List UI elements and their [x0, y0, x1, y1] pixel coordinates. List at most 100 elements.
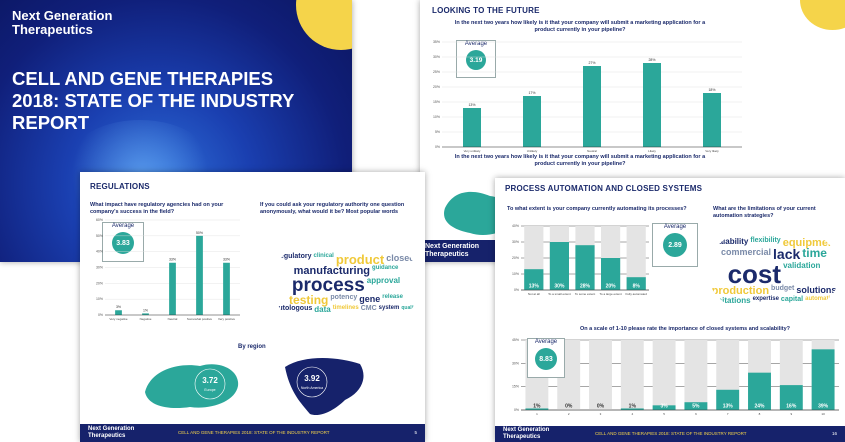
x-tick-label: Not at all: [528, 292, 540, 296]
value-label: 0%: [597, 403, 605, 409]
y-tick-label: 0%: [514, 288, 519, 292]
question: What are the limitations of your current…: [713, 206, 816, 219]
region-title: By region: [238, 344, 266, 350]
region-maps: 3.72 Europe 3.92 North America: [145, 358, 364, 416]
x-tick-label: To a small extent: [548, 292, 571, 296]
x-tick-label: To a large extent: [600, 292, 622, 296]
slide-title: REGULATIONS: [90, 182, 150, 191]
value-label: 13%: [723, 403, 734, 409]
cloud-word: manufacturing: [293, 265, 371, 278]
bar-background: [620, 340, 644, 410]
value-label: 28%: [580, 283, 591, 289]
bar: [748, 372, 771, 410]
average-value: 3.19: [466, 50, 486, 70]
value-label: 5%: [692, 403, 700, 409]
cloud-word: approval: [366, 275, 401, 285]
cloud-word: time: [802, 246, 827, 261]
value-label: 33%: [223, 258, 230, 262]
bar: [115, 310, 122, 315]
value-label: 24%: [754, 403, 765, 409]
bar: [703, 93, 721, 147]
cloud-word: scalability: [709, 236, 749, 246]
y-tick-label: 20%: [433, 85, 440, 89]
bar: [626, 277, 646, 290]
x-tick-label: To some extent: [575, 292, 596, 296]
cloud-word: release: [382, 293, 403, 300]
value-label: 28%: [648, 58, 655, 62]
y-tick-label: 5%: [435, 130, 440, 134]
average-value: 2.89: [663, 233, 687, 257]
value-label: 16%: [786, 403, 797, 409]
slide-title: LOOKING TO THE FUTURE: [432, 6, 540, 15]
cloud-word: gene: [359, 293, 381, 304]
y-tick-label: 25%: [433, 70, 440, 74]
word-cloud: regulatory clinical product closed manufactu…: [272, 230, 420, 338]
bar: [575, 245, 595, 290]
region-value: 3.72: [202, 376, 218, 385]
cloud-word: lack: [773, 246, 801, 263]
value-label: 20%: [606, 283, 617, 289]
y-tick-label: 10%: [512, 272, 519, 276]
bar: [549, 242, 569, 290]
question: On a scale of 1-10 please rate the impor…: [580, 326, 790, 332]
average-label: Average: [464, 41, 488, 47]
bar: [523, 96, 541, 147]
x-tick-label: 9: [790, 412, 792, 416]
y-tick-label: 20%: [96, 281, 103, 285]
cloud-word: process: [291, 274, 365, 296]
y-tick-label: 35%: [433, 40, 440, 44]
bar: [811, 349, 835, 410]
average-box: Average 8.83: [527, 338, 565, 378]
question: What impact have regulatory agencies had…: [90, 202, 224, 215]
footer-brand: Next Generation Therapeutics: [420, 240, 502, 262]
region-value: 3.92: [304, 374, 320, 383]
x-tick-label: Unlikely: [527, 149, 538, 153]
page-number: 16: [831, 431, 837, 436]
value-label: 50%: [196, 231, 203, 235]
average-value: 8.83: [535, 348, 557, 370]
x-tick-label: Very likely: [705, 149, 719, 153]
bar: [652, 405, 676, 410]
value-label: 1%: [533, 403, 541, 409]
cloud-word: validation: [783, 260, 821, 270]
bar: [716, 389, 740, 410]
cloud-word: timelines: [332, 305, 359, 312]
x-tick-label: 3: [600, 412, 602, 416]
cloud-word: potency: [330, 293, 358, 301]
cloud-word: flexibility: [750, 236, 781, 244]
cloud-word: cost: [727, 258, 782, 289]
bar: [524, 269, 544, 290]
average-box: Average 3.19: [456, 40, 496, 78]
cloud-word: capital: [780, 295, 804, 303]
average-box: Average 2.89: [652, 223, 698, 267]
footer-report: CELL AND GENE THERAPIES 2018: STATE OF T…: [178, 430, 330, 435]
bar: [169, 262, 176, 315]
question: To what extent is your company currently…: [507, 206, 687, 212]
value-label: 39%: [818, 403, 829, 409]
y-tick-label: 30%: [512, 361, 519, 365]
x-tick-label: Very positive: [218, 317, 235, 321]
y-tick-label: 30%: [433, 55, 440, 59]
value-label: 13%: [468, 103, 475, 107]
value-label: 27%: [588, 61, 595, 65]
value-label: 0%: [565, 403, 573, 409]
cloud-word: production: [711, 285, 770, 298]
bar: [463, 108, 481, 147]
region-name: Europe: [204, 388, 215, 392]
region-name: North America: [301, 386, 323, 390]
bar: [684, 402, 708, 410]
cloud-word: commercial: [721, 247, 772, 258]
y-tick-label: 50%: [96, 234, 103, 238]
value-label: 17%: [528, 91, 535, 95]
y-tick-label: 45%: [512, 338, 519, 342]
chart: 0% 5% 10% 15% 20% 25% 30% 35% 13% Very unlikely 17…: [433, 40, 742, 153]
page-number: 5: [414, 430, 417, 435]
value-label: 3%: [660, 403, 668, 409]
cloud-word: solutions: [796, 285, 837, 296]
cloud-word: autologous: [274, 305, 313, 313]
x-tick-label: Fully automated: [626, 292, 648, 296]
bar-background: [589, 340, 612, 410]
y-tick-label: 30%: [96, 265, 103, 269]
y-tick-label: 40%: [96, 250, 103, 254]
